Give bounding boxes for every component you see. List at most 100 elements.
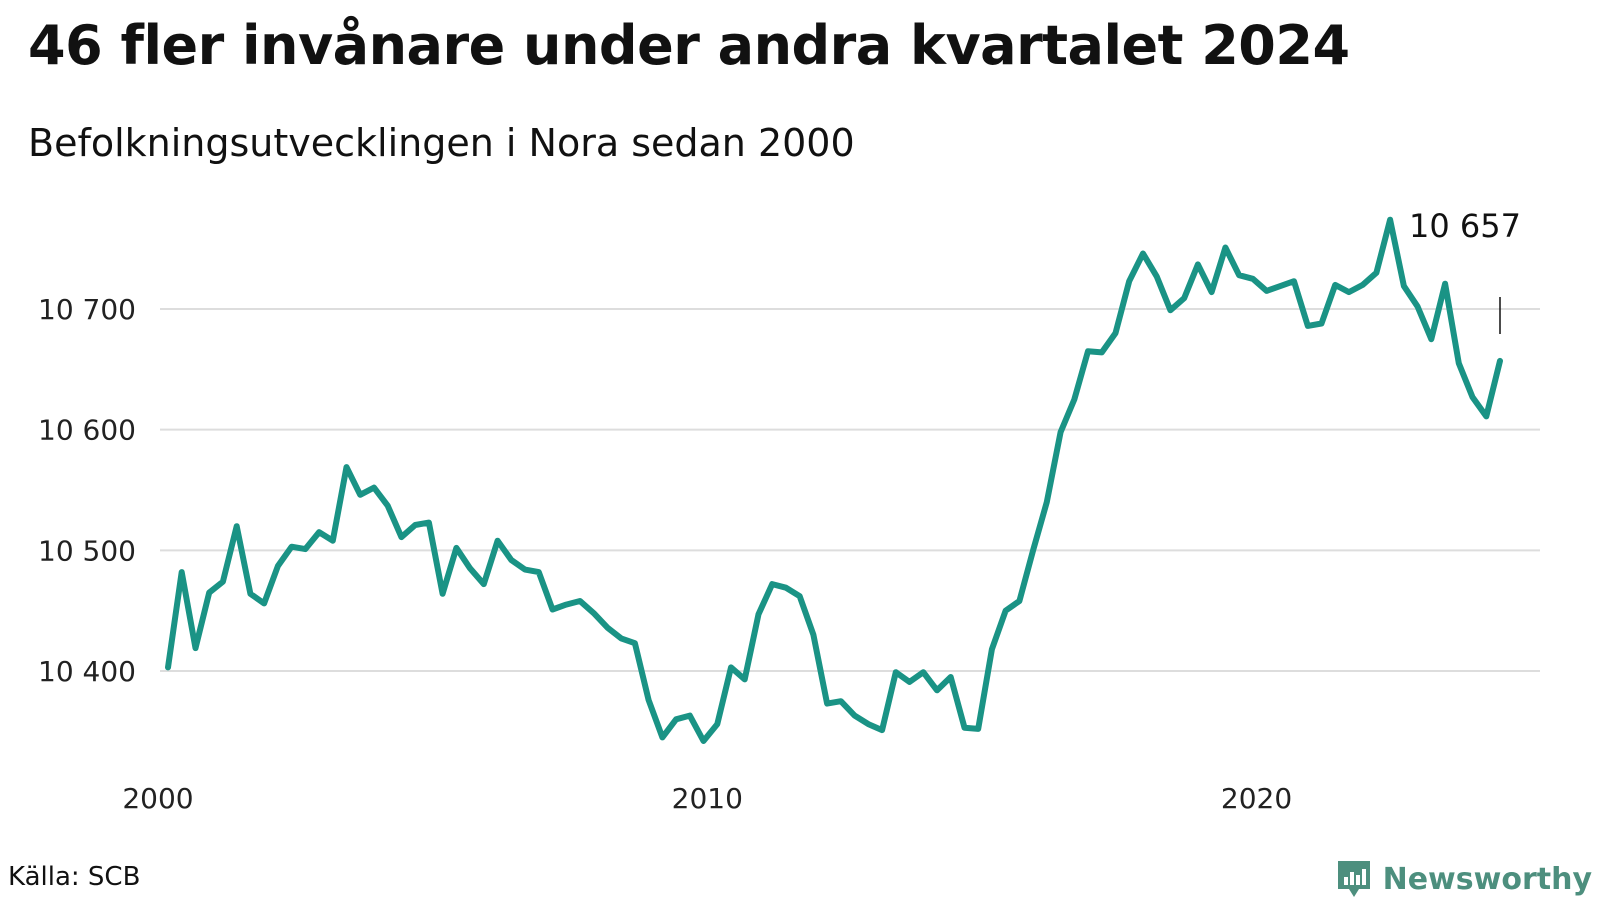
data-point <box>453 545 459 551</box>
data-point <box>659 734 665 740</box>
series <box>165 216 1503 744</box>
data-point <box>632 640 638 646</box>
data-point <box>1181 295 1187 301</box>
annotations: 10 657 <box>1409 207 1521 334</box>
data-point <box>742 676 748 682</box>
data-point <box>1415 304 1421 310</box>
data-point <box>344 464 350 470</box>
data-point <box>1030 547 1036 553</box>
data-point <box>1099 349 1105 355</box>
data-point <box>865 721 871 727</box>
data-point <box>646 697 652 703</box>
data-point <box>701 738 707 744</box>
data-point <box>426 520 432 526</box>
data-point <box>1428 336 1434 342</box>
y-tick-label: 10 500 <box>38 534 136 567</box>
data-point <box>550 607 556 613</box>
data-point <box>920 669 926 675</box>
data-point <box>206 590 212 596</box>
data-point <box>769 581 775 587</box>
data-point <box>1058 429 1064 435</box>
x-tick-label: 2010 <box>672 782 743 815</box>
x-axis-ticks: 2000 2010 2020 <box>122 782 1292 815</box>
y-tick-label: 10 600 <box>38 414 136 447</box>
data-point <box>1497 358 1503 364</box>
data-point <box>563 602 569 608</box>
annotation-label: 10 657 <box>1409 207 1521 245</box>
data-point <box>1332 282 1338 288</box>
y-tick-label: 10 400 <box>38 655 136 688</box>
data-point <box>302 546 308 552</box>
data-point <box>275 563 281 569</box>
data-point <box>1277 283 1283 289</box>
data-point <box>371 485 377 491</box>
data-point <box>357 492 363 498</box>
chart-subtitle: Befolkningsutvecklingen i Nora sedan 200… <box>28 121 855 165</box>
data-point <box>1044 499 1050 505</box>
data-point <box>989 646 995 652</box>
data-point <box>467 565 473 571</box>
data-point <box>577 598 583 604</box>
data-point <box>687 713 693 719</box>
data-point <box>1470 394 1476 400</box>
data-point <box>824 701 830 707</box>
data-point <box>1140 251 1146 257</box>
data-point <box>508 557 514 563</box>
data-point <box>591 610 597 616</box>
data-point <box>838 698 844 704</box>
data-point <box>234 523 240 529</box>
data-point <box>673 716 679 722</box>
chart-title: 46 fler invånare under andra kvartalet 2… <box>28 14 1350 77</box>
data-point <box>618 635 624 641</box>
data-point <box>316 529 322 535</box>
data-point <box>975 726 981 732</box>
data-point <box>1319 321 1325 327</box>
data-point <box>193 645 199 651</box>
data-point <box>907 679 913 685</box>
data-point <box>1291 278 1297 284</box>
data-point <box>536 569 542 575</box>
data-point <box>220 579 226 585</box>
data-point <box>398 534 404 540</box>
data-point <box>1222 245 1228 251</box>
data-point <box>1483 413 1489 419</box>
data-point <box>1209 289 1215 295</box>
data-point <box>179 569 185 575</box>
data-point <box>1085 348 1091 354</box>
data-point <box>962 725 968 731</box>
data-point <box>1264 288 1270 294</box>
data-point <box>412 522 418 528</box>
data-point <box>1154 273 1160 279</box>
data-point <box>1401 283 1407 289</box>
data-point <box>481 581 487 587</box>
data-point <box>1387 217 1393 223</box>
data-point <box>1373 270 1379 276</box>
source-note: Källa: SCB <box>8 862 141 892</box>
data-point <box>1250 276 1256 282</box>
data-point <box>714 721 720 727</box>
data-point <box>1126 278 1132 284</box>
data-point <box>385 503 391 509</box>
data-point <box>948 674 954 680</box>
data-point <box>289 544 295 550</box>
data-point <box>797 593 803 599</box>
y-tick-label: 10 700 <box>38 293 136 326</box>
gridlines <box>160 308 1540 672</box>
x-tick-label: 2020 <box>1221 782 1292 815</box>
data-point <box>1346 289 1352 295</box>
data-point <box>728 664 734 670</box>
data-point <box>852 713 858 719</box>
brand-logo: Newsworthy <box>1335 858 1592 900</box>
data-point <box>810 632 816 638</box>
newsworthy-logo-icon <box>1337 861 1370 897</box>
data-point <box>783 585 789 591</box>
data-point <box>247 591 253 597</box>
data-point <box>756 611 762 617</box>
data-point <box>879 727 885 733</box>
data-point <box>440 591 446 597</box>
data-point <box>1016 598 1022 604</box>
data-point <box>1360 282 1366 288</box>
data-point <box>604 625 610 631</box>
data-point <box>495 538 501 544</box>
